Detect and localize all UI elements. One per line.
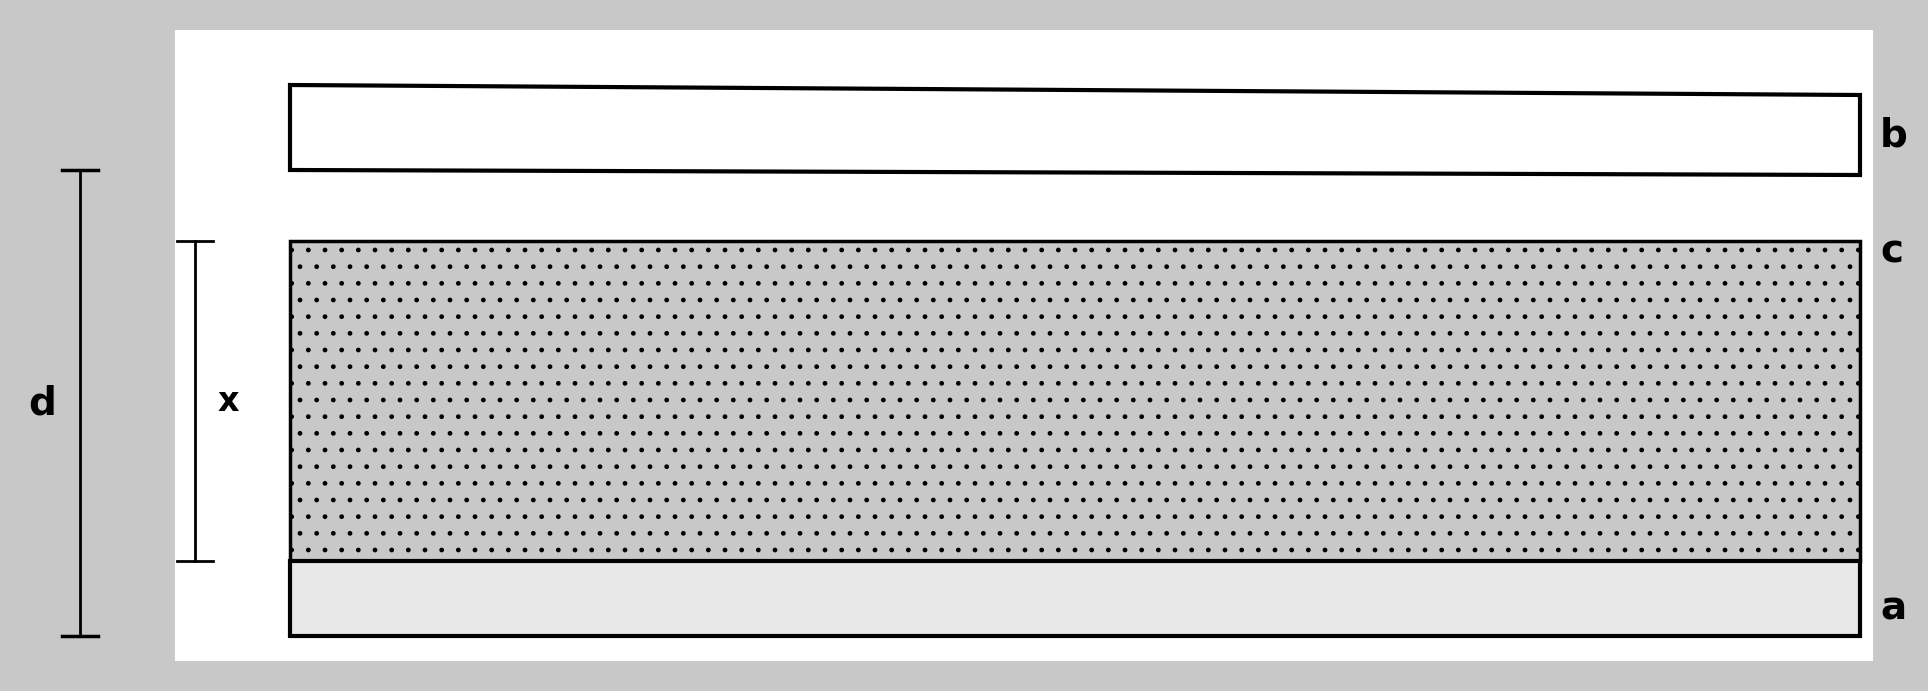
Bar: [175, 30, 1872, 661]
Text: d: d: [29, 384, 56, 422]
Bar: [289, 241, 1861, 561]
Text: b: b: [1880, 116, 1909, 154]
Text: a: a: [1880, 589, 1907, 627]
Polygon shape: [289, 85, 1861, 175]
Text: x: x: [218, 384, 239, 417]
Bar: [289, 561, 1861, 636]
Text: c: c: [1880, 232, 1903, 270]
